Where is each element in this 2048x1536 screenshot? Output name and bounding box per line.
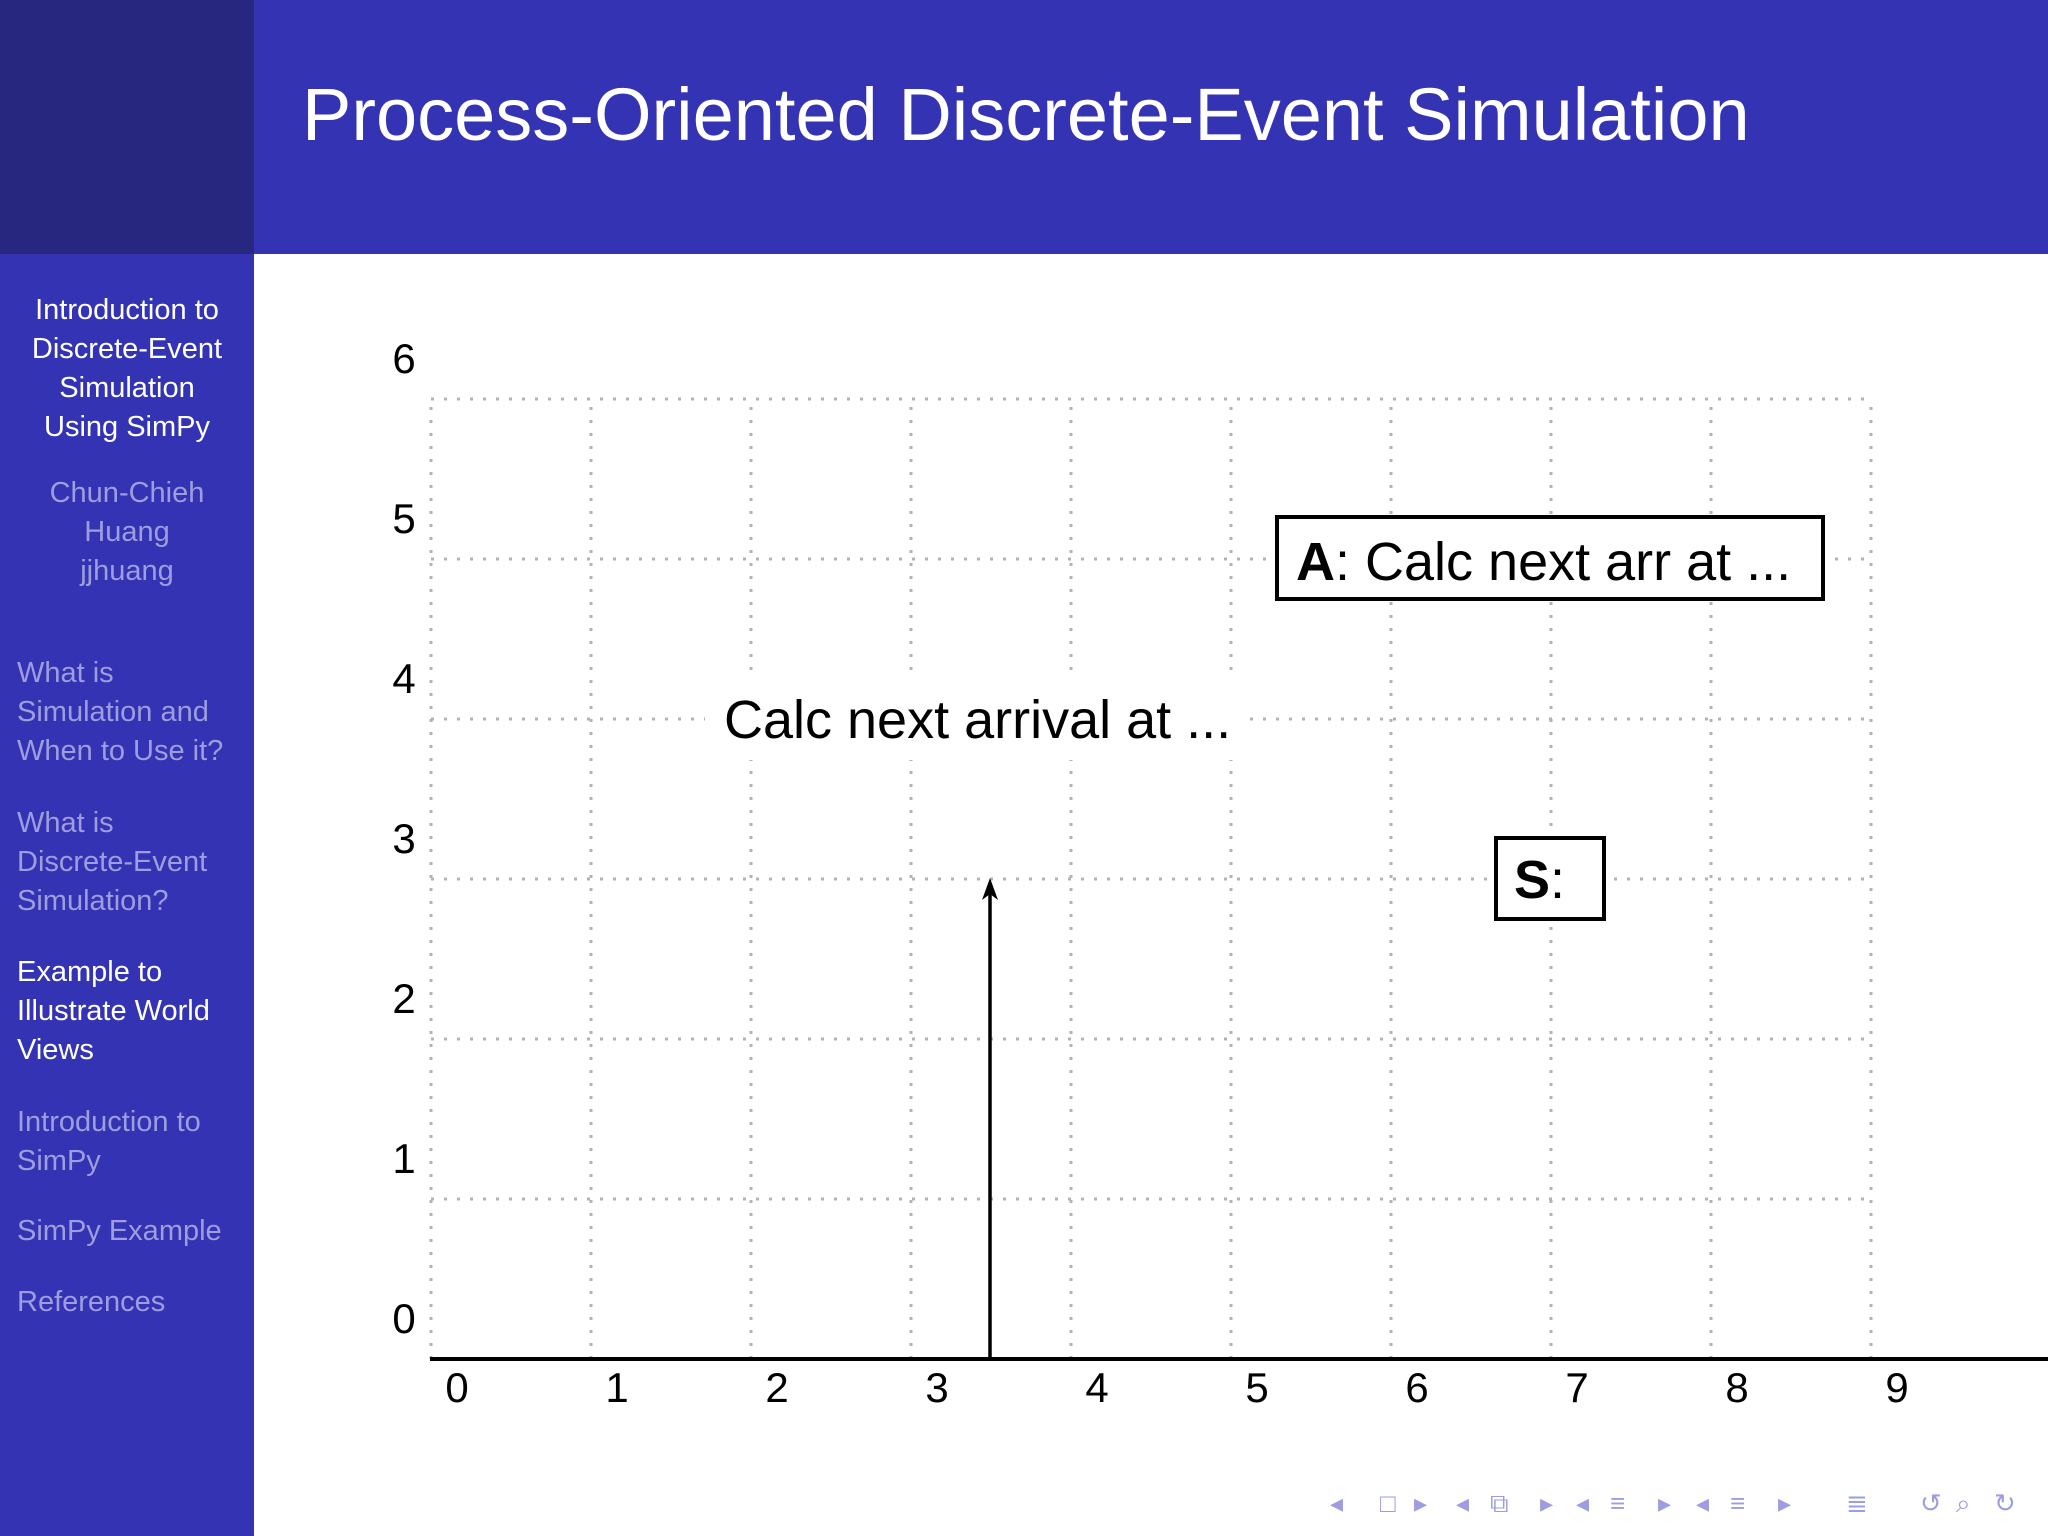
- sidebar-item-label: Example to: [17, 956, 163, 988]
- sidebar-item-label: Illustrate World: [17, 995, 210, 1027]
- nav-prev-icon[interactable]: ◂: [1330, 1488, 1344, 1518]
- sidebar-item-label: What is: [17, 807, 114, 839]
- nav-prev-icon[interactable]: ◂: [1456, 1488, 1470, 1518]
- y-tick-label: 2: [392, 975, 415, 1022]
- sidebar-item-example-world-views[interactable]: Example to Illustrate World Views: [17, 953, 247, 1070]
- sidebar-item-label: Introduction to: [17, 1106, 201, 1138]
- box-s-text: :: [1550, 850, 1565, 910]
- box-a: [1275, 515, 1825, 601]
- y-tick-label: 1: [392, 1135, 415, 1182]
- box-s: [1494, 836, 1606, 921]
- y-tick-label: 4: [392, 655, 415, 702]
- nav-redo-icon[interactable]: ↻: [1994, 1488, 2016, 1518]
- sidebar-title-line: Simulation: [59, 372, 195, 404]
- sidebar-item-intro-simpy[interactable]: Introduction to SimPy: [17, 1103, 247, 1181]
- box-a-bold: A: [1296, 532, 1335, 592]
- x-tick-label: 3: [925, 1364, 948, 1411]
- box-a-label: A: Calc next arr at ...: [1296, 532, 1791, 592]
- sidebar-item-label: What is: [17, 657, 114, 689]
- header-corner: [0, 0, 254, 254]
- sidebar-item-label: Simulation?: [17, 885, 169, 917]
- sidebar-item-what-is-des[interactable]: What is Discrete-Event Simulation?: [17, 804, 247, 921]
- nav-prev-icon[interactable]: ◂: [1696, 1488, 1710, 1518]
- sidebar-author-line: Chun-Chieh: [49, 477, 205, 509]
- nav-section-icon[interactable]: ≡: [1610, 1488, 1626, 1518]
- sidebar-item-references[interactable]: References: [17, 1283, 247, 1322]
- slide-title: Process-Oriented Discrete-Event Simulati…: [302, 73, 1750, 156]
- beamer-navigation-bar: ◂ □ ▸ ◂ ⧉ ▸ ◂ ≡ ▸ ◂ ≡ ▸ ≣ ↺ ⌕ ↻: [1330, 1488, 2040, 1524]
- x-tick-label: 2: [765, 1364, 788, 1411]
- x-tick-label: 1: [605, 1364, 628, 1411]
- box-s-bold: S: [1514, 850, 1550, 910]
- sidebar-author: Chun-Chieh Huang jjhuang: [0, 474, 254, 591]
- y-tick-label: 5: [392, 495, 415, 542]
- nav-list-icon[interactable]: ≡: [1730, 1488, 1746, 1518]
- nav-next-icon[interactable]: ▸: [1540, 1488, 1554, 1518]
- y-axis-ticks: 0 1 2 3 4 5 6: [392, 335, 415, 1342]
- x-axis-ticks: 0 1 2 3 4 5 6 7 8 9: [445, 1364, 1908, 1411]
- event-arrow-head: [982, 878, 998, 900]
- sidebar-item-label: References: [17, 1286, 166, 1318]
- y-tick-label: 6: [392, 335, 415, 382]
- nav-search-icon[interactable]: ⌕: [1956, 1488, 1971, 1518]
- sidebar-title-line: Using SimPy: [44, 411, 210, 443]
- x-tick-label: 7: [1565, 1364, 1588, 1411]
- sidebar-item-label: Views: [17, 1034, 94, 1066]
- nav-toc-icon[interactable]: ≣: [1846, 1488, 1868, 1518]
- box-a-text: : Calc next arr at ...: [1335, 532, 1791, 592]
- sidebar-author-line: Huang: [84, 516, 170, 548]
- y-tick-label: 3: [392, 815, 415, 862]
- nav-next-icon[interactable]: ▸: [1658, 1488, 1672, 1518]
- nav-next-icon[interactable]: ▸: [1414, 1488, 1428, 1518]
- sidebar-author-line: jjhuang: [80, 555, 174, 587]
- header-bar: [254, 0, 2048, 254]
- nav-subsection-icon[interactable]: ⧉: [1490, 1488, 1509, 1518]
- x-tick-label: 9: [1885, 1364, 1908, 1411]
- x-tick-label: 4: [1085, 1364, 1108, 1411]
- sidebar-title-line: Discrete-Event: [31, 333, 223, 365]
- nav-undo-icon[interactable]: ↺: [1920, 1488, 1942, 1518]
- sidebar-item-simpy-example[interactable]: SimPy Example: [17, 1212, 247, 1251]
- sidebar-item-label: When to Use it?: [17, 735, 224, 767]
- sidebar-item-label: Simulation and: [17, 696, 209, 728]
- arrow-label-bg: [705, 680, 1245, 760]
- sidebar-item-what-is-simulation[interactable]: What is Simulation and When to Use it?: [17, 654, 247, 771]
- sidebar-title-line: Introduction to: [35, 294, 219, 326]
- sidebar-item-label: SimPy Example: [17, 1215, 222, 1247]
- sidebar-presentation-title[interactable]: Introduction to Discrete-Event Simulatio…: [0, 291, 254, 447]
- x-tick-label: 5: [1245, 1364, 1268, 1411]
- sidebar-item-label: SimPy: [17, 1145, 101, 1177]
- box-s-label: S:: [1514, 850, 1565, 910]
- nav-next-icon[interactable]: ▸: [1778, 1488, 1792, 1518]
- arrow-label: Calc next arrival at ...: [724, 690, 1231, 750]
- nav-prev-icon[interactable]: ◂: [1576, 1488, 1590, 1518]
- x-tick-label: 0: [445, 1364, 468, 1411]
- x-tick-label: 8: [1725, 1364, 1748, 1411]
- nav-frame-icon[interactable]: □: [1380, 1488, 1396, 1518]
- y-tick-label: 0: [392, 1295, 415, 1342]
- sidebar-item-label: Discrete-Event: [17, 846, 208, 878]
- sidebar: Introduction to Discrete-Event Simulatio…: [0, 254, 254, 1536]
- x-tick-label: 6: [1405, 1364, 1428, 1411]
